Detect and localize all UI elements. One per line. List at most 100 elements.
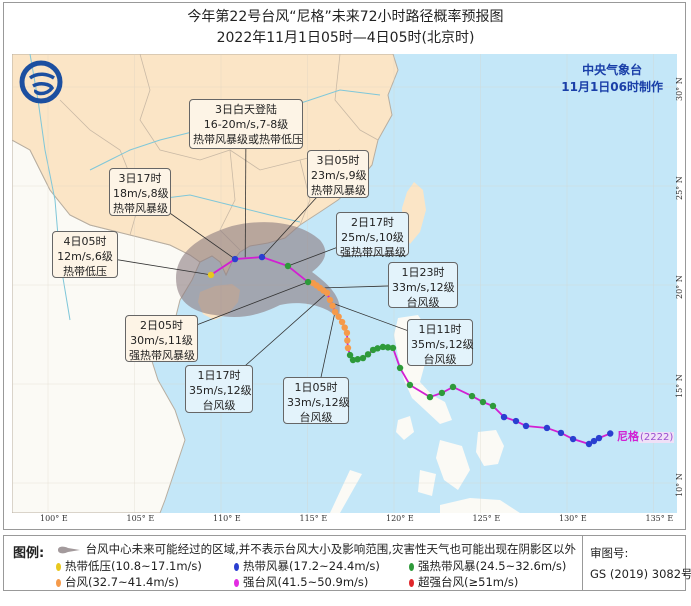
observed-track-point-sts — [359, 354, 367, 362]
samar-island — [476, 430, 504, 466]
legend-item-ty: 台风(32.7~41.4m/s) — [56, 574, 179, 590]
lon-tick-label: 100° E — [40, 514, 68, 523]
observed-track-point-ts — [500, 413, 508, 421]
lon-tick-label: 125° E — [472, 514, 501, 523]
observed-track-point-ts — [543, 424, 551, 432]
observed-track-point-sts — [489, 402, 497, 410]
review-number: GS (2019) 3082号 — [590, 567, 691, 581]
observed-track-point-ty — [343, 329, 351, 337]
agency-stamp: 中央气象台 11月1日06时制作 — [561, 62, 663, 96]
legend-divider — [582, 536, 583, 590]
observed-track-point-sts — [449, 383, 457, 391]
sts-dot-icon — [409, 562, 414, 571]
observed-track-point-ty — [341, 324, 348, 331]
legend-item-superty: 超强台风(≥51m/s) — [409, 574, 518, 590]
cma-logo — [19, 60, 63, 104]
observed-track-point-ts — [607, 430, 614, 437]
legend-cone-text: 台风中心未来可能经过的区域,并不表示台风大小及影响范围,灾害性天气也可能出现在阴… — [85, 542, 576, 556]
observed-track-point-sts — [438, 389, 446, 397]
callout-2d-17h: 2日17时 25m/s,10级 强热带风暴级 — [336, 212, 409, 259]
cone-swatch-icon — [58, 546, 80, 553]
observed-track-point-ts — [595, 434, 603, 442]
map-title: 今年第22号台风“尼格”未来72小时路径概率预报图 — [187, 9, 504, 25]
observed-track-point-ty — [344, 337, 351, 344]
observed-track-point-sts — [479, 398, 487, 406]
observed-track-point-ty — [329, 302, 336, 309]
callout-landfall: 3日白天登陆 16-20m/s,7-8级 热带风暴级或热带低压 — [189, 99, 303, 149]
lon-tick-label: 120° E — [386, 514, 414, 523]
observed-track-point-sts — [346, 351, 354, 359]
callout-4d-05h: 4日05时 12m/s,6级 热带低压 — [52, 231, 118, 278]
observed-track-point-sts — [364, 351, 372, 358]
lon-tick-label: 135° E — [645, 514, 674, 523]
observed-track-point-ty — [309, 279, 317, 287]
typhoon-track-points — [207, 253, 614, 448]
legend-item-sts: 强热带风暴(24.5~32.6m/s) — [409, 558, 566, 574]
callout-1d-23h: 1日23时 33m/s,12级 台风级 — [388, 262, 458, 309]
lat-tick-label: 30° N — [675, 77, 684, 101]
review-label: 审图号: — [590, 546, 629, 560]
typhoon-name-label: 尼格(2222) — [617, 428, 675, 444]
legend-item-td: 热带低压(10.8~17.1m/s) — [56, 558, 202, 574]
callout-1d-11h: 1日11时 35m/s,12级 台风级 — [407, 319, 474, 366]
lon-tick-label: 105° E — [126, 514, 155, 523]
callout-3d-17h: 3日17时 18m/s,8级 热带风暴级 — [109, 168, 171, 216]
td-dot-icon — [56, 562, 61, 571]
legend-item-ts: 热带风暴(17.2~24.4m/s) — [234, 558, 380, 574]
observed-track-point-sts — [379, 343, 387, 351]
map-subtitle: 2022年11月1日05时—4日05时(北京时) — [216, 30, 475, 46]
observed-track-point-ts — [557, 429, 565, 437]
typhoon-name: 尼格 — [617, 430, 639, 443]
observed-track-point-ty — [344, 344, 352, 352]
callout-1d-17h: 1日17时 35m/s,12级 台风级 — [185, 365, 253, 413]
mindoro-island — [396, 416, 414, 440]
lat-tick-label: 20° N — [675, 275, 684, 299]
sty-dot-icon — [234, 578, 239, 587]
observed-track-point-ts — [569, 435, 577, 443]
observed-track-point-sts — [384, 344, 392, 351]
callout-2d-05h: 2日05时 30m/s,11级 强热带风暴级 — [125, 315, 198, 362]
observed-track-point-ts — [585, 440, 593, 448]
forecast-track-point-ts — [231, 255, 239, 263]
observed-track-point-ts — [590, 437, 598, 445]
observed-track-point-ty — [338, 318, 346, 326]
ts-dot-icon — [234, 562, 239, 571]
palawan-island — [330, 470, 362, 513]
observed-track-point-sts — [396, 364, 404, 372]
superty-dot-icon — [409, 578, 414, 587]
observed-track-point-sts — [426, 393, 434, 401]
observed-track-point-sts — [389, 344, 397, 352]
lon-tick-label: 130° E — [559, 514, 587, 523]
agency-name: 中央气象台 — [582, 63, 643, 77]
observed-track-point-sts — [349, 356, 357, 364]
lat-tick-label: 15° N — [675, 374, 684, 398]
observed-track-point-sts — [468, 392, 476, 400]
figure-frame — [3, 2, 686, 530]
legend-item-sty: 强台风(41.5~50.9m/s) — [234, 574, 368, 590]
lon-tick-label: 110° E — [213, 514, 241, 523]
lat-tick-label: 25° N — [675, 176, 684, 200]
lat-tick-label: 10° N — [675, 473, 684, 497]
forecast-track-point-sts — [284, 262, 292, 270]
legend-cone-item: 台风中心未来可能经过的区域,并不表示台风大小及影响范围,灾害性天气也可能出现在阴… — [56, 541, 576, 557]
observed-track-point-ty — [326, 296, 334, 304]
legend-heading: 图例: — [13, 546, 45, 561]
visayas-islands — [418, 440, 470, 496]
observed-track-point-sts — [406, 381, 414, 389]
callout-1d-05h: 1日05时 33m/s,12级 台风级 — [283, 377, 350, 424]
typhoon-code: (2222) — [639, 432, 675, 443]
forecast-track-point-td — [207, 271, 215, 279]
issue-time: 11月1日06时制作 — [561, 80, 663, 94]
observed-track-point-ty — [331, 308, 339, 316]
observed-track-point-ts — [522, 422, 530, 430]
ty-dot-icon — [56, 578, 61, 587]
province-borders — [59, 54, 379, 251]
observed-track-point-ty — [335, 313, 342, 320]
forecast-track-point-sts — [304, 278, 312, 286]
lon-tick-label: 115° E — [299, 514, 328, 523]
legend: 图例: 台风中心未来可能经过的区域,并不表示台风大小及影响范围,灾害性天气也可能… — [3, 535, 691, 591]
observed-track-point-ts — [512, 417, 520, 425]
callout-3d-05h: 3日05时 23m/s,9级 热带风暴级 — [307, 150, 369, 198]
observed-track-point-sts — [369, 346, 377, 354]
